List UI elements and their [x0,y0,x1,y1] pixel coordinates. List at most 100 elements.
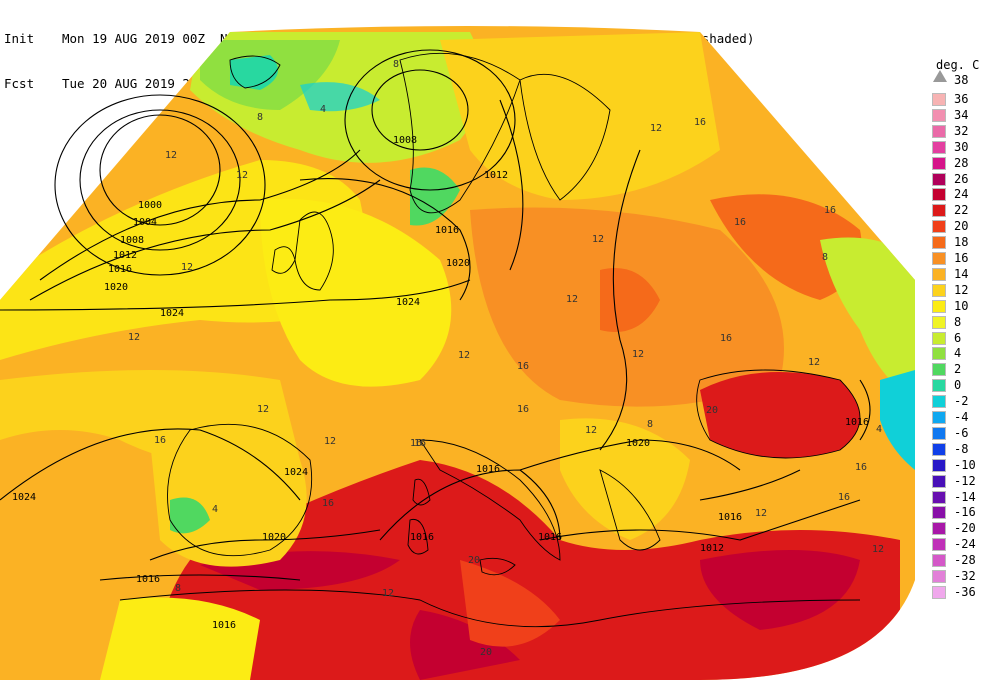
legend-swatch [932,252,946,265]
legend-label: 12 [954,282,969,297]
legend-swatch [932,458,946,472]
dewpoint-label: 16 [414,438,426,449]
dewpoint-label: 12 [458,350,470,361]
legend-label: -10 [954,457,976,472]
isobar-label: 1012 [484,170,508,181]
legend-label: -28 [954,553,976,568]
ukraine-orange [600,268,660,332]
legend-entry: 36 [930,90,1000,106]
legend-swatch [932,172,946,186]
legend-swatch [932,204,946,218]
coastlines [119,52,861,628]
dewpoint-label: 20 [468,555,480,566]
isobar-label: 1020 [104,282,128,293]
legend-up-arrow-icon [933,70,947,82]
norwegian-sea-cyan [300,82,380,112]
east-med-dark [700,550,860,630]
legend-label: 14 [954,266,969,281]
dewpoint-label: 12 [128,332,140,343]
east-green [820,237,915,400]
legend-entry: 32 [930,122,1000,138]
dewpoint-label: 12 [324,436,336,447]
dewpoint-label: 16 [517,404,529,415]
dewpoint-label: 16 [517,361,529,372]
legend-swatch [932,522,946,536]
dewpoint-label: 12 [592,234,604,245]
legend-entry: -32 [930,567,1000,583]
legend-entry: 20 [930,217,1000,234]
isobar-label: 1012 [113,250,137,261]
legend-label: 22 [954,203,969,218]
dewpoint-label: 8 [393,59,399,70]
legend-label: 28 [954,155,969,170]
isobar-label: 1020 [626,438,650,449]
dewpoint-label: 12 [585,425,597,436]
mediterranean-red [150,460,900,680]
dewpoint-labels: 8 4 8 12 12 12 12 16 16 16 16 12 12 12 1… [128,59,884,658]
legend-label: 8 [954,314,962,329]
fcst-label: Fcst [4,76,35,91]
dewpoint-label: 16 [824,205,836,216]
legend-swatch [932,363,946,377]
legend-entry: 16 [930,249,1000,265]
legend-entry: 26 [930,170,1000,186]
legend-entry: 8 [930,313,1000,329]
isobar-label: 1004 [133,217,157,228]
legend-entry: 14 [930,265,1000,281]
isobar-label: 1016 [718,512,742,523]
legend-swatch [932,442,946,456]
legend-label: 10 [954,298,969,313]
east-cyan [880,370,915,470]
legend-entry: -28 [930,551,1000,568]
dewpoint-label: 12 [236,170,248,181]
dewpoint-label: 12 [808,357,820,368]
isobar-labels: 1000 1004 1008 1012 1016 1020 1024 1008 … [12,135,869,631]
legend-swatch [932,426,946,440]
legend-label: 36 [954,92,969,106]
dewpoint-label: 16 [838,492,850,503]
black-sea-red [700,372,860,458]
legend-entry: -36 [930,583,1000,599]
legend-label: 32 [954,123,969,138]
dewpoint-label: 12 [382,588,394,599]
legend-top-row: 38 [930,70,1000,87]
legend-swatch [932,108,946,122]
legend-label: 24 [954,187,969,202]
ionian-orange [460,560,560,647]
legend-swatch [932,331,946,345]
dewpoint-label: 16 [694,117,706,128]
dewpoint-label: 16 [734,217,746,228]
legend-label: 30 [954,139,969,154]
legend-label: 20 [954,219,969,234]
legend-label: 18 [954,235,969,250]
dewpoint-label: 4 [212,504,218,515]
isobar-label: 1020 [262,532,286,543]
legend-swatch [932,283,946,297]
isobar-label: 1024 [396,297,420,308]
legend-swatch [932,411,946,424]
legend-label: -12 [954,473,976,488]
isobar-label: 1008 [120,235,144,246]
legend-label: 34 [954,107,969,122]
isobar-label: 1016 [538,532,562,543]
dewpoint-label: 12 [257,404,269,415]
isobar-label: 1024 [160,308,184,319]
legend-swatch [932,395,946,409]
map-area [0,26,915,680]
iberia-green [170,497,210,534]
legend-entry: 6 [930,329,1000,345]
legend-entry: -12 [930,472,1000,488]
dewpoint-label: 20 [706,405,718,416]
legend-entry: 12 [930,281,1000,297]
legend-swatch [932,585,946,599]
legend-swatch [932,140,946,154]
legend-label: -20 [954,521,976,536]
isobar-label: 1012 [700,543,724,554]
isobar-label: 1016 [212,620,236,631]
balkans-yellow [560,418,690,540]
dewpoint-label: 12 [872,544,884,555]
legend-entry: 34 [930,106,1000,122]
dewpoint-label: 4 [876,424,882,435]
isobar-label: 1024 [12,492,36,503]
legend-swatch [932,570,946,583]
